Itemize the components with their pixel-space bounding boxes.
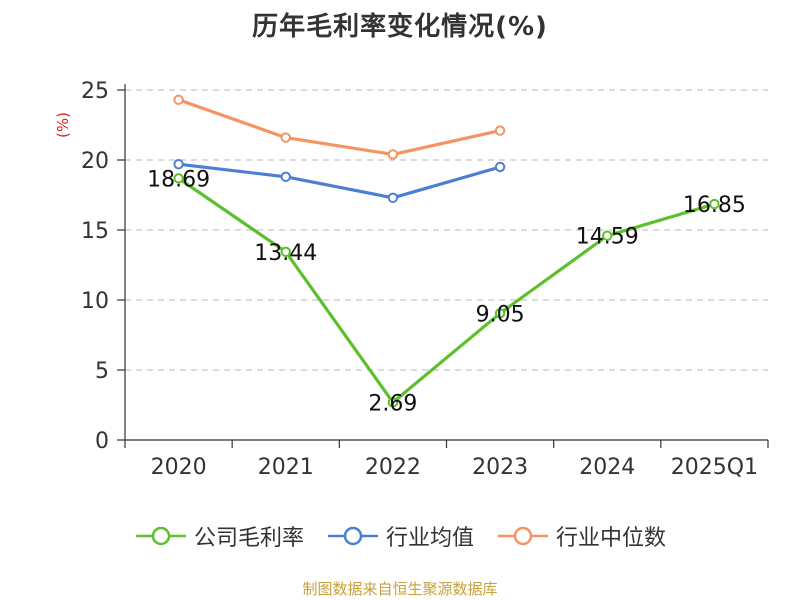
legend-circle bbox=[151, 526, 171, 546]
data-point bbox=[173, 94, 184, 106]
legend-marker bbox=[135, 526, 186, 546]
data-label: 13.44 bbox=[254, 241, 317, 266]
legend: 公司毛利率 行业均值 行业中位数 bbox=[0, 520, 800, 552]
data-point bbox=[280, 246, 291, 258]
data-point bbox=[602, 230, 613, 241]
legend-label: 行业均值 bbox=[385, 526, 474, 551]
legend-item: 行业中位数 bbox=[496, 520, 666, 552]
series-layer bbox=[173, 94, 720, 408]
y-tick-label: 20 bbox=[81, 149, 109, 174]
legend-item: 行业均值 bbox=[326, 520, 474, 552]
data-point bbox=[173, 173, 184, 184]
legend-label: 行业中位数 bbox=[556, 526, 667, 551]
y-tick-label: 0 bbox=[95, 429, 109, 454]
source-note: 制图数据来自恒生聚源数据库 bbox=[302, 580, 498, 598]
data-label: 14.59 bbox=[576, 225, 639, 250]
y-tick-label: 5 bbox=[95, 359, 109, 384]
data-point bbox=[173, 159, 184, 170]
y-axis-label: (%) bbox=[54, 112, 72, 138]
y-tick-label: 15 bbox=[81, 219, 109, 244]
legend-marker bbox=[498, 526, 548, 546]
data-label: 16.85 bbox=[683, 193, 746, 218]
data-point bbox=[387, 149, 399, 160]
x-tick-label: 2022 bbox=[365, 455, 421, 480]
series-line bbox=[178, 162, 501, 200]
legend-circle bbox=[343, 526, 363, 546]
x-tick-label: 2023 bbox=[472, 455, 528, 480]
legend-label: 公司毛利率 bbox=[193, 526, 304, 551]
chart-title: 历年毛利率变化情况(%) bbox=[252, 12, 548, 42]
axes: 0 5 10 15 20 25 (%) 2020 2021 2022 2023 2024 2025Q1 bbox=[54, 79, 769, 480]
series-line bbox=[178, 98, 501, 156]
data-point bbox=[494, 308, 506, 319]
x-tick-label: 2020 bbox=[151, 455, 207, 480]
data-label: 2.69 bbox=[368, 391, 417, 416]
data-label: 18.69 bbox=[147, 167, 210, 192]
y-tick-label: 25 bbox=[81, 79, 109, 104]
data-point bbox=[494, 125, 506, 136]
legend-circle bbox=[513, 526, 533, 546]
data-point bbox=[494, 161, 506, 173]
data-point bbox=[387, 397, 399, 408]
x-tick-label: 2024 bbox=[579, 455, 635, 480]
data-label: 9.05 bbox=[476, 302, 525, 327]
x-tick-label: 2025Q1 bbox=[671, 455, 758, 480]
series-line bbox=[177, 177, 715, 404]
data-point bbox=[387, 192, 399, 204]
legend-marker bbox=[327, 526, 378, 546]
grid-lines bbox=[125, 89, 768, 371]
legend-item: 公司毛利率 bbox=[134, 520, 304, 552]
data-point bbox=[280, 171, 291, 183]
data-point bbox=[709, 198, 720, 210]
y-tick-label: 10 bbox=[81, 289, 109, 314]
x-tick-label: 2021 bbox=[258, 455, 314, 480]
data-labels: 18.69 13.44 2.69 9.05 14.59 16.85 bbox=[147, 167, 746, 416]
data-point bbox=[280, 132, 291, 143]
